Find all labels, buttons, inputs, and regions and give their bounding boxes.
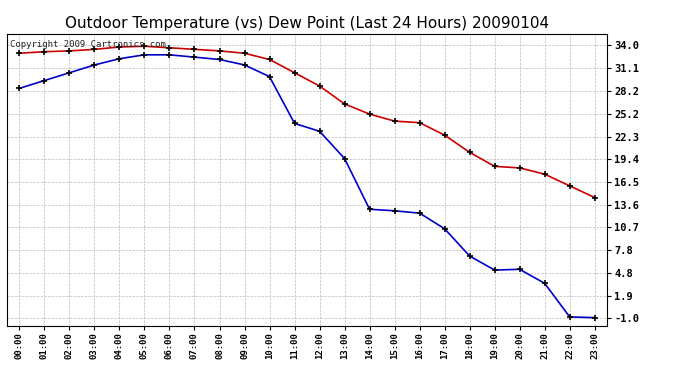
- Title: Outdoor Temperature (vs) Dew Point (Last 24 Hours) 20090104: Outdoor Temperature (vs) Dew Point (Last…: [65, 16, 549, 31]
- Text: Copyright 2009 Cartronics.com: Copyright 2009 Cartronics.com: [10, 40, 166, 49]
